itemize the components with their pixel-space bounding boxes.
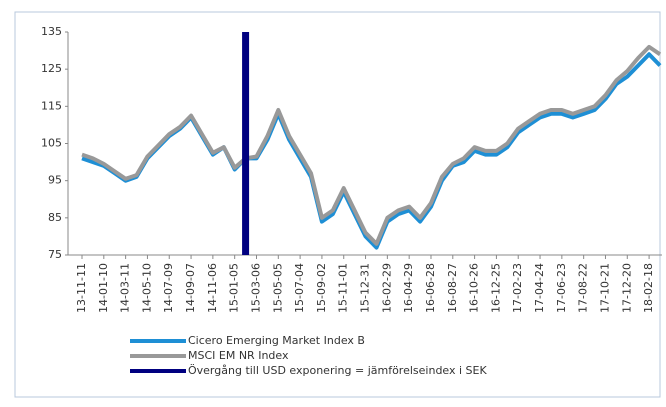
x-tick-label: 14-05-10: [140, 263, 153, 313]
x-tick-label: 15-07-04: [293, 263, 306, 313]
chart-frame: [14, 11, 661, 398]
x-tick-label: 17-08-22: [577, 263, 590, 313]
x-tick-label: 16-04-29: [402, 263, 415, 313]
y-tick-label: 135: [41, 25, 62, 38]
x-tick-label: 16-10-26: [468, 263, 481, 313]
x-tick-label: 17-10-21: [598, 263, 611, 313]
x-tick-label: 17-12-20: [620, 263, 633, 313]
x-tick-label: 15-11-01: [337, 263, 350, 313]
y-tick-label: 75: [48, 248, 62, 261]
x-tick-label: 16-06-28: [424, 263, 437, 313]
x-tick-label: 14-11-06: [206, 263, 219, 313]
x-tick-label: 15-05-05: [271, 263, 284, 313]
legend-label: Cicero Emerging Market Index B: [188, 334, 365, 347]
x-tick-label: 18-02-18: [642, 263, 655, 313]
x-tick-label: 16-08-27: [446, 263, 459, 313]
x-tick-label: 15-01-05: [228, 263, 241, 313]
x-tick-label: 14-09-07: [184, 263, 197, 313]
y-tick-label: 125: [41, 62, 62, 75]
legend-label: Övergång till USD exponering = jämförels…: [188, 364, 487, 377]
x-tick-label: 14-03-11: [119, 263, 132, 313]
x-tick-label: 15-09-02: [315, 263, 328, 313]
x-tick-label: 17-04-24: [533, 263, 546, 313]
x-tick-label: 13-11-11: [75, 263, 88, 313]
bar: [242, 32, 250, 255]
x-tick-label: 15-12-31: [359, 263, 372, 313]
x-tick-label: 17-02-23: [511, 263, 524, 313]
y-tick-label: 95: [48, 174, 62, 187]
x-tick-label: 14-01-10: [97, 263, 110, 313]
legend-label: MSCI EM NR Index: [188, 349, 289, 362]
x-tick-label: 17-06-23: [555, 263, 568, 313]
series-line: [81, 44, 662, 246]
y-tick-label: 85: [48, 211, 62, 224]
y-tick-label: 105: [41, 137, 62, 150]
x-tick-label: 15-03-06: [249, 263, 262, 313]
series-line: [81, 52, 662, 250]
y-tick-label: 115: [41, 99, 62, 112]
x-tick-label: 14-07-09: [162, 263, 175, 313]
x-tick-label: 16-02-29: [380, 263, 393, 313]
x-tick-label: 16-12-25: [489, 263, 502, 313]
